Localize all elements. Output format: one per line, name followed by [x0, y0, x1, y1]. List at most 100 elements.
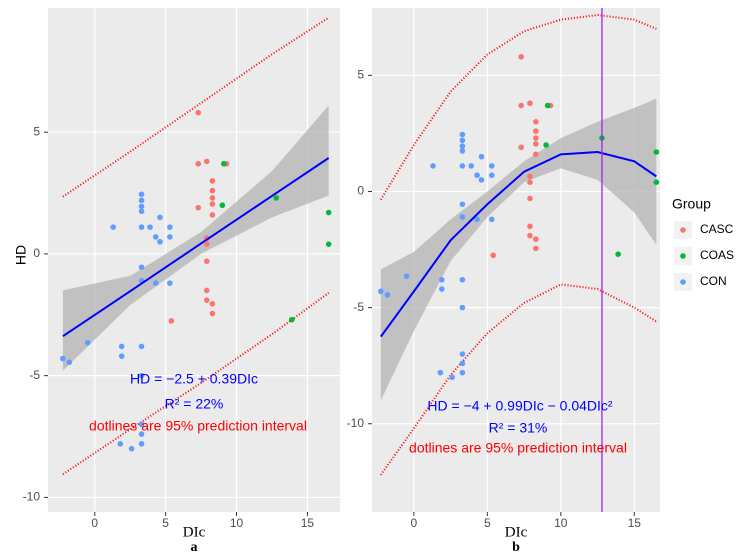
point-group: [60, 191, 173, 452]
point: [533, 119, 539, 125]
annotation: R² = 31%: [489, 420, 548, 436]
legend-label: CASC: [700, 222, 734, 236]
annotation: dotlines are 95% prediction interval: [89, 418, 307, 434]
x-axis-label: DIc: [505, 524, 528, 540]
point: [459, 360, 466, 367]
point-group: [378, 131, 495, 381]
point: [325, 209, 332, 216]
point: [152, 280, 159, 286]
point: [438, 286, 445, 292]
x-tick-label: 15: [301, 516, 315, 530]
annotation: HD = −2.5 + 0.39DIc: [130, 371, 258, 387]
point: [459, 276, 466, 283]
point: [527, 100, 533, 107]
point: [533, 128, 539, 134]
point-group: [543, 102, 660, 257]
point: [527, 195, 533, 202]
legend-swatch: [680, 279, 686, 285]
point: [533, 245, 539, 252]
point: [209, 301, 216, 307]
prediction-lower: [380, 283, 657, 476]
legend-label: CON: [700, 274, 727, 288]
confidence-band: [380, 98, 657, 401]
point: [209, 178, 216, 184]
point: [449, 374, 455, 381]
point: [543, 142, 549, 148]
point: [403, 273, 410, 280]
point: [459, 214, 466, 220]
point: [468, 163, 474, 169]
legend-label: COAS: [700, 248, 734, 262]
y-tick-label: 5: [33, 124, 40, 138]
point: [474, 216, 480, 223]
point: [203, 158, 210, 165]
confidence-band: [62, 105, 329, 371]
point: [209, 212, 216, 218]
point: [533, 151, 539, 158]
legend-title: Group: [672, 196, 711, 212]
point: [378, 288, 384, 295]
point: [459, 137, 466, 144]
point: [138, 203, 145, 210]
point: [209, 195, 216, 201]
x-tick-label: 0: [411, 516, 418, 530]
point: [84, 339, 91, 346]
prediction-lower: [62, 292, 330, 476]
x-tick-label: 5: [162, 516, 169, 530]
plot-layer: [378, 8, 660, 512]
point: [168, 318, 175, 324]
fit-line: [380, 150, 657, 338]
point: [152, 234, 159, 240]
point: [653, 149, 660, 155]
annotation: dotlines are 95% prediction interval: [409, 440, 627, 456]
point: [147, 224, 153, 230]
y-tick-label: -10: [347, 416, 365, 430]
panel-label: a: [191, 540, 198, 553]
point-group: [219, 161, 332, 323]
point: [138, 264, 145, 271]
point: [438, 276, 445, 283]
point: [478, 177, 485, 183]
y-axis-label: HD: [13, 245, 29, 265]
point: [478, 153, 485, 160]
point: [474, 172, 480, 179]
point: [60, 355, 66, 362]
legend-swatch: [680, 227, 686, 233]
point: [118, 343, 125, 350]
point: [167, 224, 173, 230]
point: [488, 163, 495, 169]
y-tick-label: -5: [353, 300, 364, 314]
point: [195, 204, 202, 211]
point: [488, 172, 495, 179]
point: [138, 441, 145, 447]
plot-background: [48, 8, 340, 512]
point: [167, 234, 173, 240]
point: [527, 179, 533, 185]
plot-layer: [60, 16, 332, 476]
point: [138, 372, 145, 379]
point: [66, 359, 73, 366]
point: [459, 143, 466, 149]
point: [533, 141, 539, 147]
point: [459, 131, 466, 138]
y-tick-label: 0: [357, 184, 364, 198]
panel-label: b: [512, 540, 520, 553]
point: [518, 144, 524, 151]
x-tick-label: 15: [628, 516, 642, 530]
point: [459, 201, 466, 208]
point: [437, 369, 444, 376]
legend-swatch: [680, 253, 686, 259]
point: [110, 224, 117, 230]
prediction-upper: [62, 16, 330, 198]
point: [527, 173, 533, 180]
point: [527, 223, 533, 230]
point: [203, 297, 210, 303]
point: [384, 292, 391, 298]
point: [289, 316, 295, 323]
prediction-upper: [379, 13, 657, 201]
point: [533, 236, 539, 242]
point-group: [490, 53, 554, 259]
point: [118, 353, 125, 359]
point: [117, 441, 124, 447]
point: [430, 163, 436, 169]
